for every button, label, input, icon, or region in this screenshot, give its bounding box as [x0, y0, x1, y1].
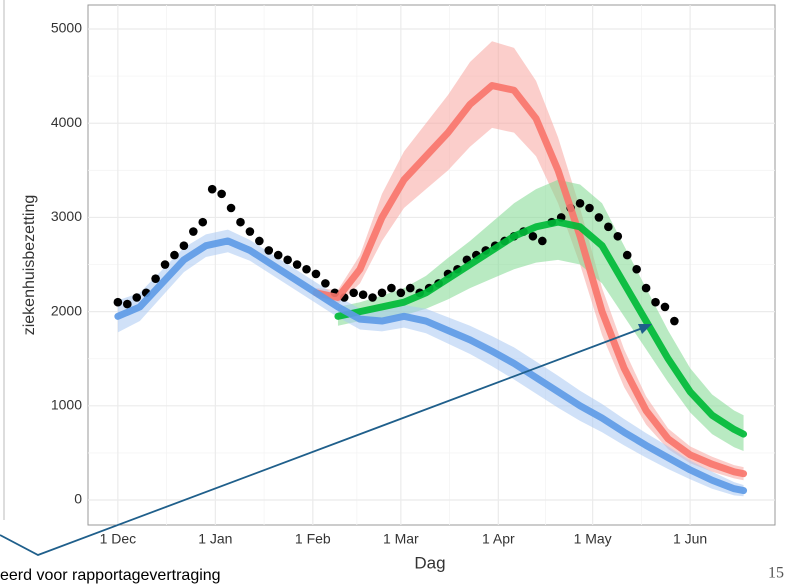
y-tick-label: 2000 [51, 302, 82, 318]
confidence-band [117, 229, 744, 497]
data-point [670, 316, 679, 326]
data-point [236, 217, 245, 227]
data-point [132, 293, 142, 302]
data-point [349, 288, 358, 298]
data-point [358, 290, 368, 299]
data-point [377, 288, 387, 298]
data-point [632, 264, 641, 274]
data-point [170, 250, 179, 260]
data-point [405, 283, 415, 293]
data-point [528, 231, 538, 241]
bands [117, 41, 744, 497]
x-tick-label: 1 May [574, 531, 612, 547]
data-point [179, 241, 189, 250]
data-point [245, 227, 255, 236]
data-point [594, 213, 604, 222]
x-tick-label: 1 Jun [673, 531, 707, 547]
arrow-head [638, 324, 652, 334]
page-number: 15 [768, 565, 784, 582]
data-point [368, 293, 377, 302]
series-line [334, 218, 748, 438]
data-point [585, 203, 594, 213]
footer-text: eerd voor rapportagevertraging [0, 567, 221, 584]
data-point [283, 255, 292, 265]
x-axis-label: Dag [414, 553, 445, 572]
series-line [312, 82, 748, 478]
tick-labels: 0 1000 2000 3000 4000 5000 1 Dec 1 Jan 1 Feb 1 Ma… [51, 20, 707, 547]
data-point [387, 283, 396, 293]
data-point [396, 288, 406, 298]
data-point [264, 246, 274, 255]
data-point [660, 302, 670, 312]
y-tick-label: 4000 [51, 114, 82, 130]
data-point [123, 299, 132, 309]
confidence-band [315, 41, 744, 481]
data-point [255, 236, 264, 246]
data-point [113, 297, 123, 307]
data-point [651, 297, 660, 307]
data-point [292, 260, 302, 269]
data-point [604, 222, 613, 232]
x-tick-label: 1 Mar [383, 531, 419, 547]
data-point [226, 203, 236, 213]
data-point [538, 236, 547, 246]
x-tick-label: 1 Dec [100, 531, 137, 547]
y-tick-label: 5000 [51, 20, 82, 36]
data-point [198, 217, 208, 227]
data-point [613, 231, 623, 241]
data-point [217, 189, 226, 199]
data-point [207, 184, 217, 194]
y-tick-label: 1000 [51, 397, 82, 413]
data-point [302, 264, 311, 274]
data-point [189, 227, 198, 236]
data-point [575, 198, 585, 208]
series-line [114, 237, 748, 495]
confidence-band [337, 179, 744, 452]
data-point [641, 283, 651, 293]
arrow [0, 325, 649, 556]
x-tick-label: 1 Jan [198, 531, 232, 547]
x-tick-label: 1 Apr [482, 531, 515, 547]
data-point [622, 250, 632, 260]
y-axis-label: ziekenhuisbezetting [21, 195, 38, 336]
data-point [321, 279, 330, 288]
lines [114, 82, 748, 495]
data-point [151, 274, 160, 283]
y-tick-label: 0 [74, 491, 82, 507]
x-tick-label: 1 Feb [295, 531, 331, 547]
data-point [311, 269, 321, 279]
y-tick-label: 3000 [51, 208, 82, 224]
data-point [273, 250, 283, 260]
data-point [160, 260, 170, 269]
